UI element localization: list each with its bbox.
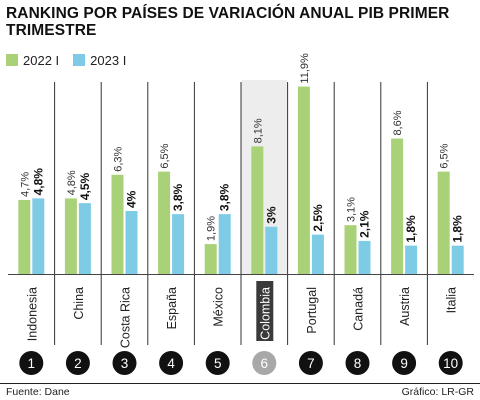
bar-2022 (158, 171, 171, 274)
bar-2023 (451, 245, 464, 274)
rank-number: 1 (28, 356, 36, 371)
data-label-2023: 3,8% (218, 183, 232, 211)
bar-2023 (172, 214, 185, 274)
data-label-2023: 2,5% (311, 204, 325, 232)
rank-badge (392, 351, 417, 375)
credit-note: Gráfico: LR-GR (401, 386, 474, 398)
highlight-label-bg (256, 281, 274, 341)
country-group: 6,5% 1,8% Italia 10 (426, 82, 465, 375)
rank-badge (252, 351, 277, 375)
bar-2022 (391, 138, 404, 274)
bar-2022 (204, 244, 217, 274)
country-group: 8,1% 3% Colombia 6 (240, 80, 288, 375)
data-label-2022: 3,1% (346, 197, 358, 222)
rank-number: 2 (74, 356, 82, 371)
bar-2022 (251, 146, 264, 274)
country-group: 3,1%2,1% Canadá 8 (333, 82, 372, 375)
bar-2022 (344, 225, 357, 274)
data-label-2022: 6,5% (159, 143, 171, 168)
category-label: Colombia (258, 287, 272, 340)
rank-badge (112, 351, 137, 375)
bar-2022 (18, 199, 31, 274)
bar-2023 (218, 214, 231, 274)
rank-number: 4 (167, 356, 175, 371)
data-label-2022: 8,1% (252, 118, 264, 143)
data-label-2023: 3,8% (171, 183, 185, 211)
category-label: Indonesia (25, 287, 39, 341)
bar-2023 (358, 240, 371, 274)
rank-number: 10 (443, 356, 458, 371)
category-label: Italia (445, 287, 459, 313)
legend-swatch-2022 (6, 54, 18, 66)
data-label-2023: 1,8% (451, 215, 465, 243)
bar-2023 (405, 245, 418, 274)
country-group: 8,6% 1,8% Austria 9 (380, 82, 418, 375)
bar-2022 (297, 86, 310, 274)
source-note: Fuente: Dane (6, 386, 70, 398)
rank-badge (438, 351, 463, 375)
category-label: Austria (398, 287, 412, 326)
data-label-2023: 4,8% (31, 168, 45, 196)
rank-badge (159, 351, 184, 375)
data-label-2022: 6,5% (439, 143, 451, 168)
data-label-2023: 1,8% (404, 215, 418, 243)
rank-badge (345, 351, 370, 375)
rank-number: 3 (121, 356, 129, 371)
data-label-2022: 4,8% (66, 170, 78, 195)
legend-item-2022: 2022 I (6, 53, 59, 68)
country-group: 6,3% 4% Costa Rica 3 (100, 82, 139, 375)
rank-badge (19, 351, 44, 375)
bar-2022 (64, 198, 77, 274)
bar-2023 (125, 211, 138, 274)
data-label-2022: 6,3% (113, 146, 125, 171)
bar-2023 (78, 203, 91, 274)
category-label: México (212, 287, 226, 327)
rank-number: 9 (400, 356, 408, 371)
rank-number: 7 (307, 356, 315, 371)
bar-2022 (111, 174, 124, 274)
data-label-2023: 4,5% (78, 172, 92, 200)
data-label-2023: 4% (125, 190, 139, 208)
chart-title: RANKING POR PAÍSES DE VARIACIÓN ANUAL PI… (6, 5, 450, 39)
category-label: España (165, 287, 179, 329)
rank-number: 6 (261, 356, 269, 371)
data-label-2022: 11,9% (299, 53, 311, 84)
rank-number: 5 (214, 356, 222, 371)
category-label: Canadá (352, 287, 366, 331)
data-label-2022: 1,9% (206, 216, 218, 241)
bar-2023 (265, 226, 278, 274)
bar-2023 (32, 198, 45, 274)
country-group: 6,5% 3,8% España 4 (147, 82, 185, 375)
highlight-band (241, 80, 288, 274)
rank-number: 8 (354, 356, 362, 371)
data-label-2022: 8,6% (392, 110, 404, 135)
country-group: 1,9%3,8% México 5 (193, 82, 232, 375)
data-label-2023: 2,1% (358, 210, 372, 238)
legend-label-2022: 2022 I (23, 52, 60, 68)
category-label: China (72, 287, 86, 320)
country-group: 4,8% 4,5% China 2 (54, 82, 92, 375)
data-label-2022: 4,7% (19, 172, 31, 197)
bar-2022 (437, 171, 450, 274)
legend-swatch-2023 (73, 54, 86, 66)
rank-badge (298, 351, 323, 375)
country-group: 11,9% 2,5% Portugal 7 (287, 53, 325, 375)
category-label: Portugal (305, 287, 319, 334)
legend-item-2023: 2023 I (73, 53, 126, 68)
bar-2023 (311, 234, 324, 274)
category-label: Costa Rica (119, 287, 133, 348)
rank-badge (65, 351, 90, 375)
legend: 2022 I 2023 I (6, 52, 140, 68)
country-group: 4,7% 4,8% Indonesia 1 (18, 168, 45, 375)
legend-label-2023: 2023 I (90, 52, 127, 68)
rank-badge (205, 351, 230, 375)
data-label-2023: 3% (264, 206, 278, 224)
